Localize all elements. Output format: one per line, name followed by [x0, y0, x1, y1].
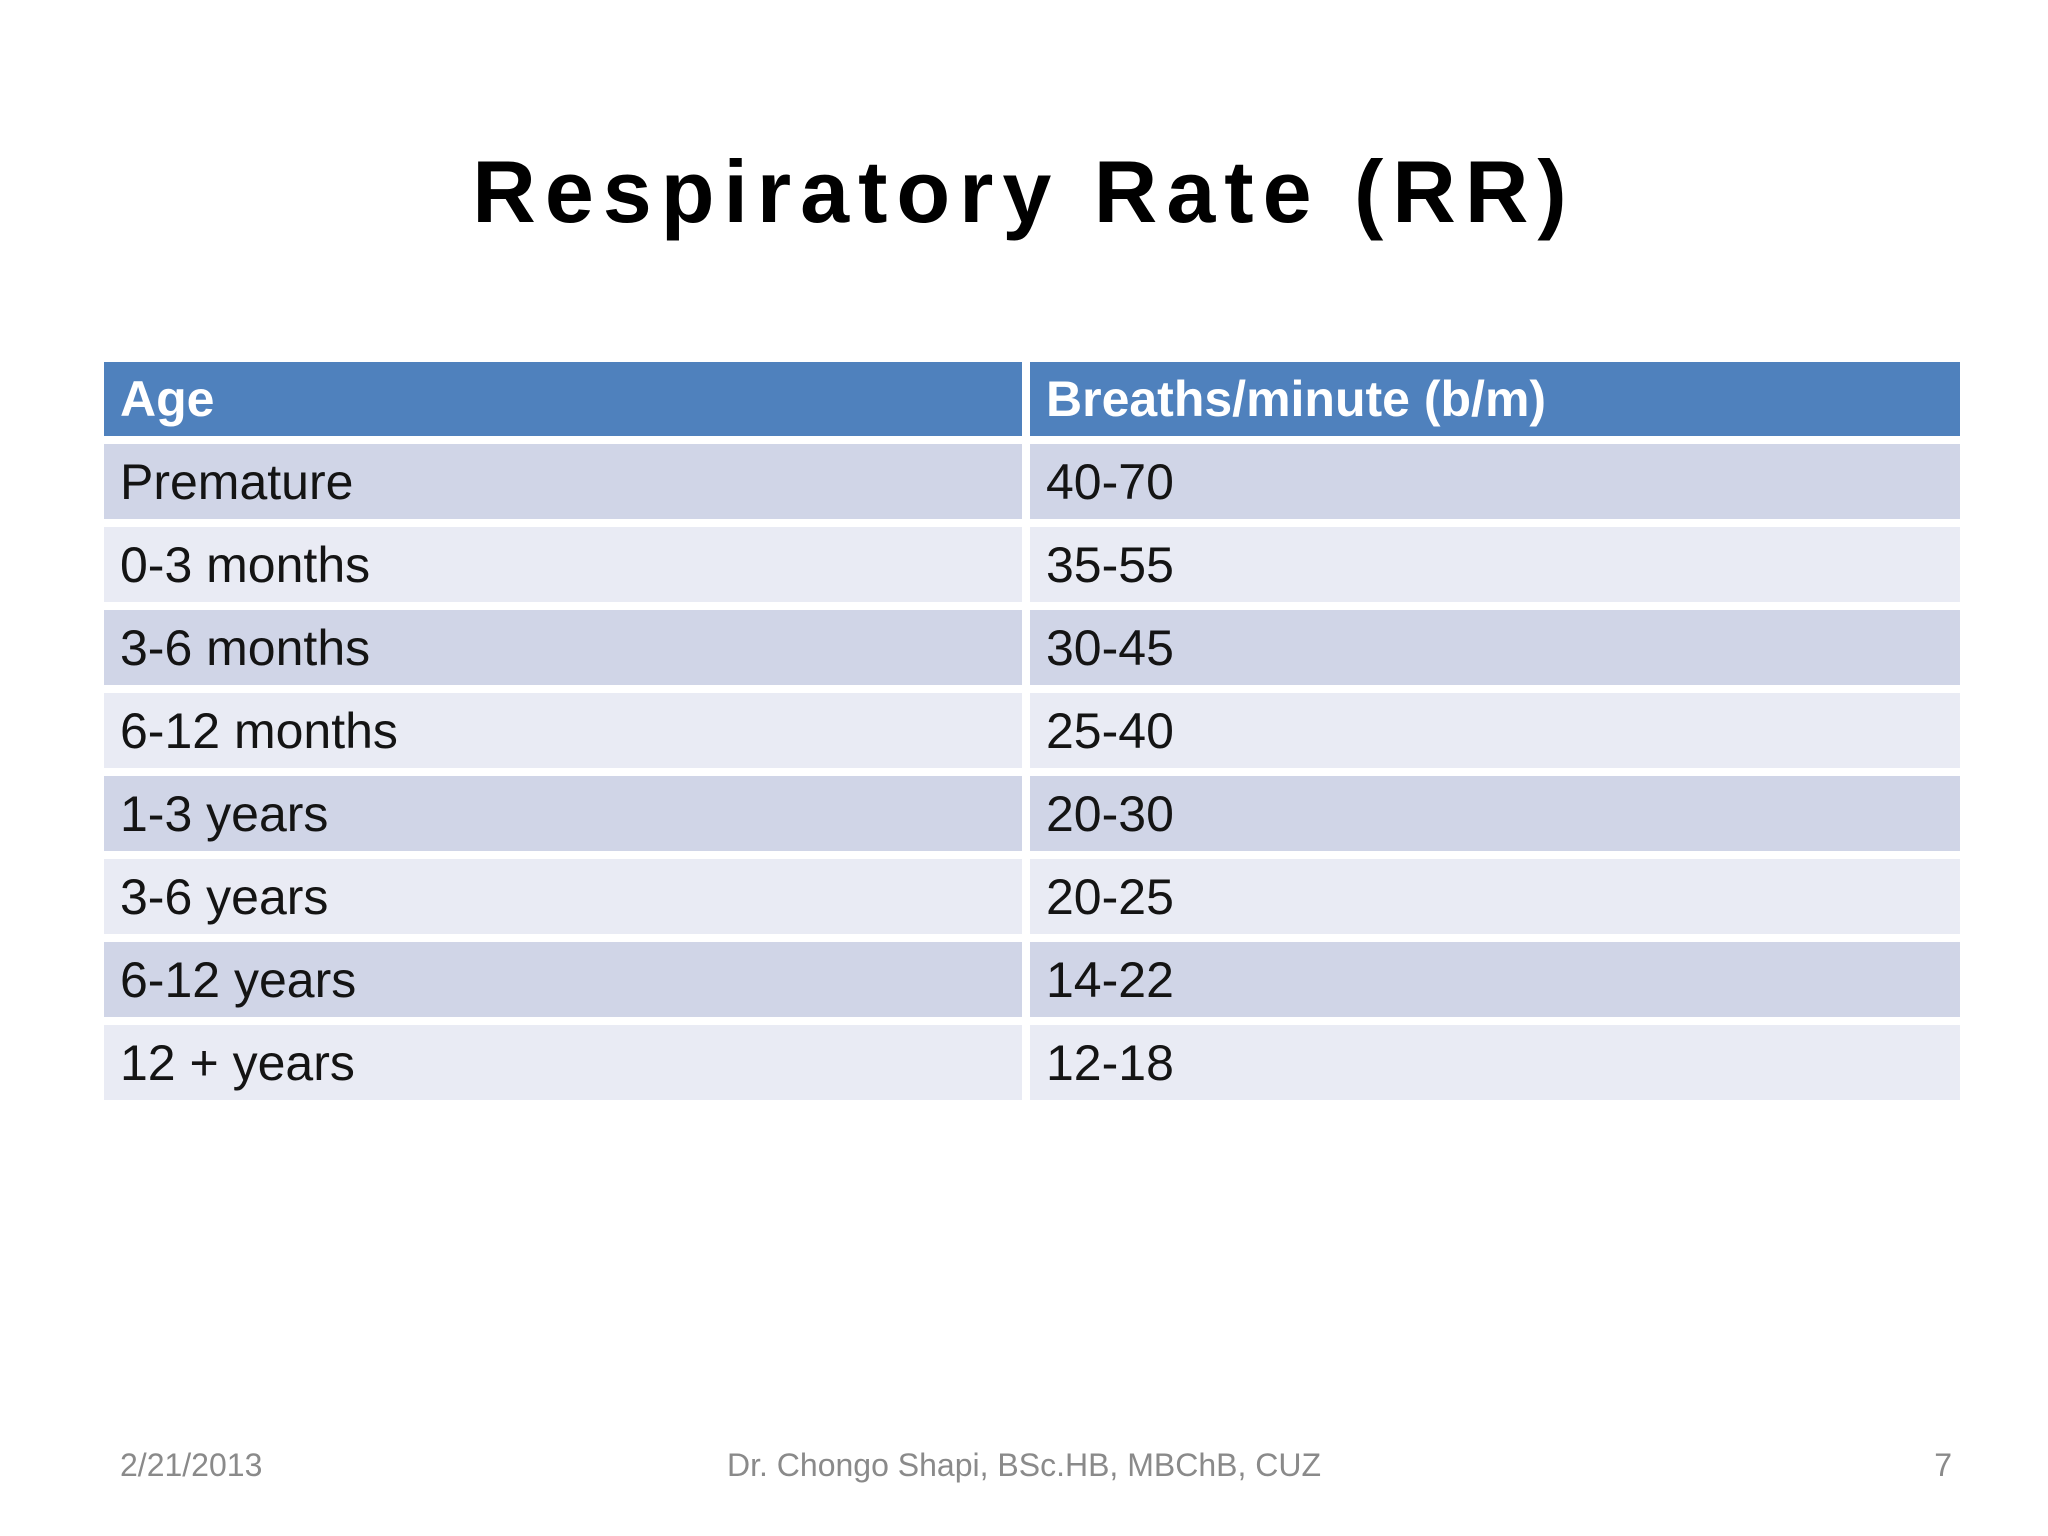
- breaths-cell: 14-22: [1030, 942, 1960, 1017]
- table-header-row: Age Breaths/minute (b/m): [104, 362, 1960, 436]
- age-cell: 3-6 years: [104, 859, 1022, 934]
- table-row: 6-12 years 14-22: [104, 942, 1960, 1017]
- table-header-breaths: Breaths/minute (b/m): [1030, 362, 1960, 436]
- table-header-age: Age: [104, 362, 1022, 436]
- footer-page-number: 7: [1934, 1447, 1952, 1483]
- footer-date: 2/21/2013: [120, 1447, 263, 1483]
- table-row: 3-6 months 30-45: [104, 610, 1960, 685]
- table-row: 3-6 years 20-25: [104, 859, 1960, 934]
- table-row: 0-3 months 35-55: [104, 527, 1960, 602]
- age-cell: Premature: [104, 444, 1022, 519]
- age-cell: 12 + years: [104, 1025, 1022, 1100]
- breaths-cell: 25-40: [1030, 693, 1960, 768]
- age-cell: 6-12 months: [104, 693, 1022, 768]
- breaths-cell: 35-55: [1030, 527, 1960, 602]
- slide-footer: 2/21/2013 Dr. Chongo Shapi, BSc.HB, MBCh…: [0, 1449, 2048, 1489]
- age-cell: 1-3 years: [104, 776, 1022, 851]
- footer-author: Dr. Chongo Shapi, BSc.HB, MBChB, CUZ: [727, 1447, 1321, 1483]
- table-row: Premature 40-70: [104, 444, 1960, 519]
- table-row: 1-3 years 20-30: [104, 776, 1960, 851]
- table-row: 12 + years 12-18: [104, 1025, 1960, 1100]
- breaths-cell: 20-30: [1030, 776, 1960, 851]
- respiratory-rate-table: Age Breaths/minute (b/m) Premature 40-70…: [104, 362, 1960, 1100]
- slide-title: Respiratory Rate (RR): [472, 142, 1576, 241]
- breaths-cell: 12-18: [1030, 1025, 1960, 1100]
- age-cell: 0-3 months: [104, 527, 1022, 602]
- breaths-cell: 30-45: [1030, 610, 1960, 685]
- table-row: 6-12 months 25-40: [104, 693, 1960, 768]
- breaths-cell: 20-25: [1030, 859, 1960, 934]
- age-cell: 6-12 years: [104, 942, 1022, 1017]
- age-cell: 3-6 months: [104, 610, 1022, 685]
- breaths-cell: 40-70: [1030, 444, 1960, 519]
